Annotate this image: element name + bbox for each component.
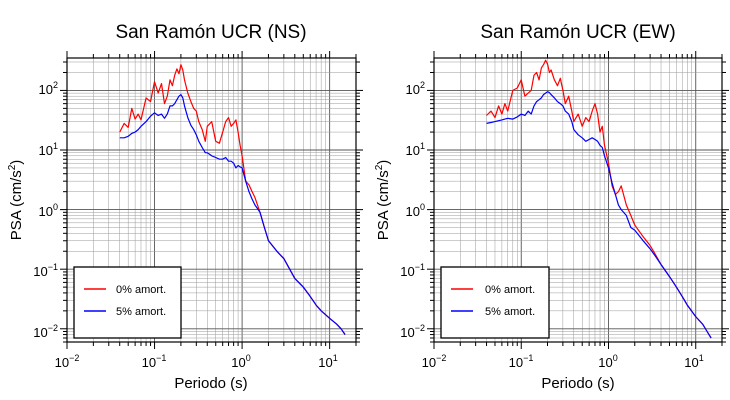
y-tick-label: 10−2 <box>33 323 58 340</box>
y-tick-label: 100 <box>406 202 425 219</box>
y-tick-label: 102 <box>39 80 58 97</box>
y-tick-label: 101 <box>39 141 58 158</box>
legend-label: 0% amort. <box>116 284 166 296</box>
series-line-amort-5 <box>486 91 712 339</box>
y-tick-labels: 10−2 10−1 100 101 102 <box>400 80 425 340</box>
y-tick-label: 10−1 <box>400 262 425 279</box>
axis-ticks <box>60 51 363 349</box>
chart-panel-ew: San Ramón UCR (EW) 10−2 10−1 100 101 10−… <box>374 22 729 392</box>
y-axis-label: PSA (cm/s2) <box>7 160 25 241</box>
x-tick-label: 10−1 <box>509 353 534 370</box>
y-tick-label: 102 <box>406 80 425 97</box>
legend-label: 5% amort. <box>485 306 535 318</box>
legend: 0% amort. 5% amort. <box>440 266 550 339</box>
plot-frame <box>66 57 357 343</box>
series-line-amort-0 <box>486 59 712 339</box>
y-tick-labels: 10−2 10−1 100 101 102 <box>33 80 58 340</box>
plot-series <box>486 59 712 339</box>
y-axis-label: PSA (cm/s2) <box>374 160 392 241</box>
chart-title: San Ramón UCR (NS) <box>115 22 306 43</box>
legend-label: 0% amort. <box>485 284 535 296</box>
x-tick-labels: 10−2 10−1 100 101 <box>422 353 704 370</box>
plot-grid <box>66 58 357 343</box>
x-tick-label: 101 <box>684 353 703 370</box>
legend-label: 5% amort. <box>116 306 166 318</box>
plot-frame <box>433 57 723 343</box>
x-axis-label: Periodo (s) <box>174 375 247 392</box>
legend-box <box>73 266 182 339</box>
x-tick-label: 10−2 <box>55 353 80 370</box>
x-tick-label: 100 <box>231 353 250 370</box>
legend-box <box>440 266 550 339</box>
y-tick-label: 100 <box>39 202 58 219</box>
x-tick-label: 100 <box>598 353 617 370</box>
legend: 0% amort. 5% amort. <box>73 266 182 339</box>
y-tick-label: 10−1 <box>33 262 58 279</box>
x-tick-label: 10−1 <box>142 353 167 370</box>
plot-series <box>119 64 346 335</box>
x-tick-label: 10−2 <box>422 353 447 370</box>
series-line-amort-5 <box>119 93 346 335</box>
x-tick-label: 101 <box>318 353 337 370</box>
axis-ticks <box>427 51 729 349</box>
x-axis-label: Periodo (s) <box>541 375 614 392</box>
y-tick-label: 101 <box>406 141 425 158</box>
x-tick-labels: 10−2 10−1 100 101 <box>55 353 338 370</box>
chart-title: San Ramón UCR (EW) <box>480 22 675 43</box>
chart-panel-ns: San Ramón UCR (NS) 10−2 10−1 100 101 10−… <box>7 22 363 392</box>
y-tick-label: 10−2 <box>400 323 425 340</box>
